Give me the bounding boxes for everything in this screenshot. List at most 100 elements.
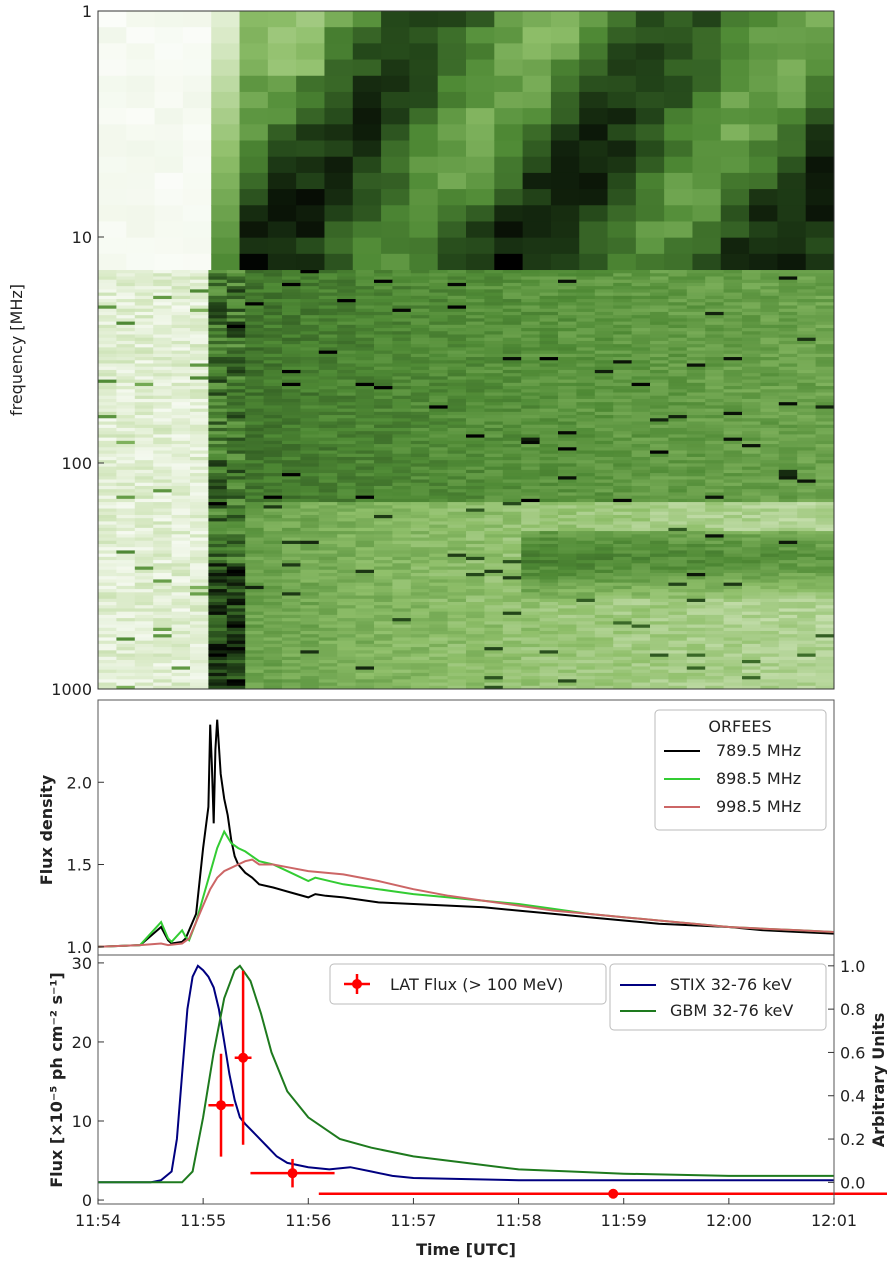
spectrum-cell bbox=[723, 630, 743, 635]
spectrum-cell bbox=[429, 440, 449, 445]
spectrum-cell bbox=[208, 340, 228, 345]
spectrum-cell bbox=[171, 524, 191, 529]
spectrum-cell bbox=[282, 405, 301, 410]
spectrum-cell bbox=[134, 389, 154, 393]
spectrum-cell bbox=[797, 624, 817, 629]
spectrum-cell bbox=[539, 398, 559, 403]
spectrum-cell bbox=[797, 282, 817, 287]
spectrum-cell bbox=[635, 221, 665, 239]
spectrum-cell bbox=[594, 331, 614, 335]
spectrum-cell bbox=[650, 347, 669, 352]
spectrum-cell bbox=[208, 595, 228, 600]
spectrum-cell bbox=[631, 511, 651, 516]
spectrum-cell bbox=[613, 386, 633, 390]
spectrum-cell bbox=[355, 540, 375, 545]
spectrum-cell bbox=[579, 205, 609, 222]
spectrum-cell bbox=[594, 434, 614, 439]
spectrum-cell bbox=[337, 543, 357, 548]
spectrum-cell bbox=[447, 489, 467, 493]
spectrum-cell bbox=[815, 466, 834, 471]
spectrum-cell bbox=[171, 440, 191, 445]
spectrum-cell bbox=[539, 534, 559, 539]
spectrum-cell bbox=[484, 350, 504, 355]
spectrum-cell bbox=[98, 576, 117, 580]
spectrum-cell bbox=[392, 621, 412, 626]
spectrum-cell bbox=[263, 315, 283, 319]
spectrum-cell bbox=[171, 556, 191, 561]
spectrum-cell bbox=[208, 605, 228, 609]
spectrum-cell bbox=[208, 601, 228, 606]
spectrum-cell bbox=[797, 511, 817, 516]
spectrum-cell bbox=[760, 308, 780, 313]
spectrum-cell bbox=[263, 534, 283, 539]
spectrum-cell bbox=[539, 340, 559, 345]
spectrum-cell bbox=[686, 553, 706, 558]
spectrum-cell bbox=[797, 534, 817, 539]
spectrum-cell bbox=[171, 563, 191, 568]
spectrum-cell bbox=[558, 572, 577, 577]
spectrum-cell bbox=[631, 279, 651, 284]
spectrum-cell bbox=[98, 59, 127, 77]
spectrum-cell bbox=[607, 11, 637, 28]
spectrum-cell bbox=[324, 172, 354, 190]
spectrum-cell bbox=[760, 589, 780, 593]
spectrum-cell bbox=[521, 553, 541, 558]
spectrum-cell bbox=[521, 347, 541, 352]
spectrum-cell bbox=[153, 566, 173, 571]
spectrum-cell bbox=[521, 369, 541, 374]
spectrum-cell bbox=[98, 344, 117, 348]
spectrum-cell bbox=[613, 531, 633, 535]
spectrum-cell bbox=[778, 569, 798, 574]
spectrum-cell bbox=[668, 315, 688, 319]
spectrum-cell bbox=[116, 498, 136, 503]
spectrum-cell bbox=[300, 360, 320, 364]
spectrum-cell bbox=[392, 447, 412, 452]
spectrum-cell bbox=[742, 537, 761, 542]
spectrum-cell bbox=[337, 311, 357, 316]
spectrum-cell bbox=[668, 308, 688, 313]
spectrum-cell bbox=[613, 473, 633, 477]
spectrum-cell bbox=[245, 502, 265, 506]
spectrum-cell bbox=[686, 495, 706, 500]
spectrum-cell bbox=[521, 318, 541, 323]
spectrum-cell bbox=[263, 608, 283, 613]
spectrum-cell bbox=[208, 369, 228, 374]
spectrum-cell bbox=[576, 398, 596, 403]
spectrum-cell bbox=[409, 237, 439, 255]
spectrum-cell bbox=[355, 630, 375, 635]
spectrum-cell bbox=[318, 328, 338, 332]
spectrum-cell bbox=[539, 514, 559, 519]
spectrum-cell bbox=[153, 366, 173, 371]
spectrum-cell bbox=[797, 324, 817, 329]
spectrum-cell bbox=[318, 305, 338, 310]
spectrum-cell bbox=[429, 579, 449, 584]
spectrum-cell bbox=[558, 447, 577, 452]
spectrum-cell bbox=[539, 379, 559, 384]
spectrum-cell bbox=[410, 482, 430, 487]
spectrum-cell bbox=[190, 389, 209, 393]
spectrum-cell bbox=[437, 124, 467, 142]
spectrum-cell bbox=[778, 614, 798, 619]
spectrum-cell bbox=[705, 373, 725, 377]
spectrum-cell bbox=[447, 560, 467, 564]
spectrum-cell bbox=[318, 611, 338, 616]
spectrum-cell bbox=[539, 373, 559, 377]
spectrum-cell bbox=[815, 353, 834, 358]
spectrum-cell bbox=[447, 492, 467, 497]
spectrum-cell bbox=[502, 598, 522, 603]
spectrum-cell bbox=[558, 350, 577, 355]
spectrum-cell bbox=[692, 140, 722, 158]
spectrum-cell bbox=[263, 386, 283, 390]
spectrum-cell bbox=[437, 11, 467, 28]
spectrum-cell bbox=[613, 585, 633, 590]
spectrum-cell bbox=[245, 556, 265, 561]
spectrum-cell bbox=[613, 592, 633, 597]
spectrum-cell bbox=[208, 408, 228, 413]
spectrum-cell bbox=[300, 514, 320, 519]
spectrum-cell bbox=[208, 321, 228, 326]
spectrum-cell bbox=[631, 440, 651, 445]
spectrum-cell bbox=[318, 334, 338, 339]
spectrum-cell bbox=[723, 318, 743, 323]
spectrum-cell bbox=[337, 398, 357, 403]
spectrum-cell bbox=[815, 550, 834, 555]
